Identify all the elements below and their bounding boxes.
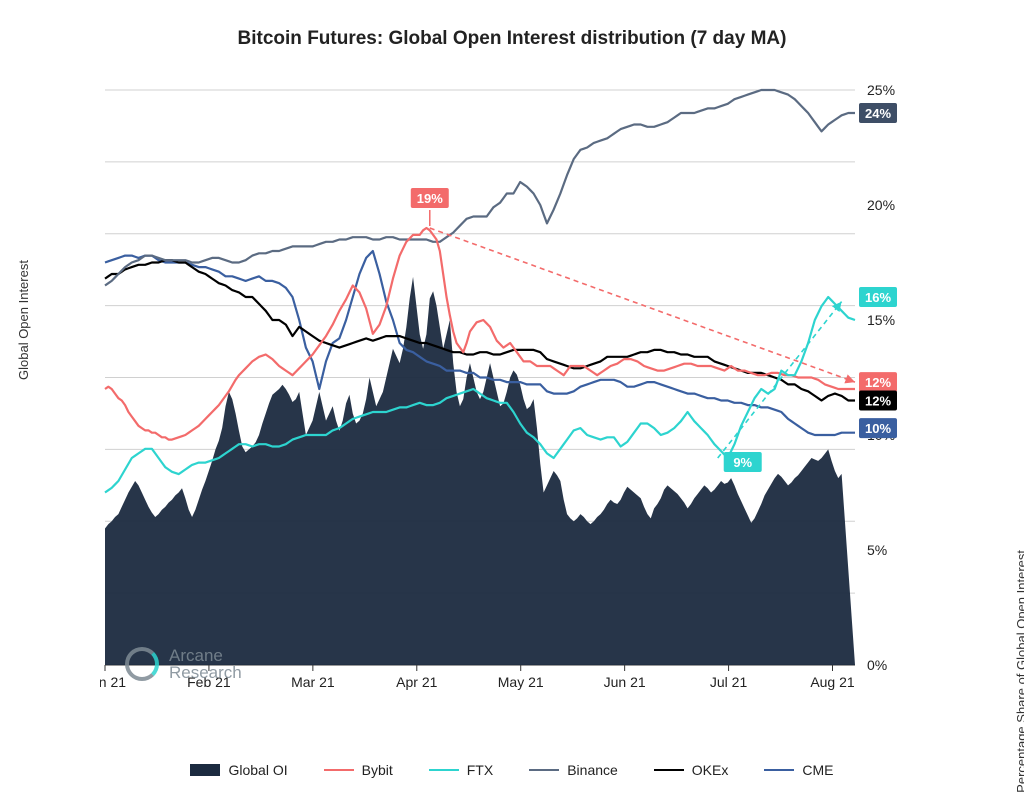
svg-text:9%: 9% [733,455,752,470]
svg-text:10%: 10% [865,421,891,436]
legend-item: FTX [429,762,493,778]
legend-swatch [190,764,220,776]
legend-item: OKEx [654,762,729,778]
svg-text:5%: 5% [867,542,887,558]
svg-text:May 21: May 21 [498,674,544,690]
svg-text:12%: 12% [865,394,891,409]
svg-text:Apr 21: Apr 21 [396,674,437,690]
legend-label: Bybit [362,762,393,778]
svg-text:19%: 19% [417,191,443,206]
svg-text:Jun 21: Jun 21 [604,674,646,690]
legend-item: Global OI [190,762,287,778]
legend-label: CME [802,762,833,778]
svg-text:16%: 16% [865,290,891,305]
svg-text:Jul 21: Jul 21 [710,674,748,690]
y1-axis-label: Global Open Interest [16,260,31,380]
chart-svg: $0bn$5bn$10bn$15bn$20bn$25bn$30bn$35bn$4… [100,85,920,700]
svg-text:24%: 24% [865,106,891,121]
chart-title: Bitcoin Futures: Global Open Interest di… [0,0,1024,50]
legend-swatch [764,769,794,771]
legend-swatch [529,769,559,771]
legend-item: Bybit [324,762,393,778]
legend-swatch [324,769,354,771]
svg-text:Jan 21: Jan 21 [100,674,126,690]
legend-label: Global OI [228,762,287,778]
legend: Global OI Bybit FTX Binance OKEx CME [0,762,1024,778]
legend-item: Binance [529,762,618,778]
watermark-line2: Research [169,664,242,681]
svg-text:20%: 20% [867,197,895,213]
legend-swatch [654,769,684,771]
svg-text:Mar 21: Mar 21 [291,674,335,690]
plot-area: $0bn$5bn$10bn$15bn$20bn$25bn$30bn$35bn$4… [100,85,920,700]
watermark-logo: Arcane Research [125,647,242,681]
watermark-line1: Arcane [169,647,242,664]
legend-label: FTX [467,762,493,778]
legend-item: CME [764,762,833,778]
legend-label: OKEx [692,762,729,778]
svg-text:12%: 12% [865,375,891,390]
svg-text:0%: 0% [867,657,887,673]
y2-axis-label: Percentage Share of Global Open Interest [1014,550,1024,793]
svg-text:15%: 15% [867,312,895,328]
svg-text:25%: 25% [867,85,895,98]
arcane-ring-icon [125,647,159,681]
svg-text:Aug 21: Aug 21 [810,674,855,690]
legend-label: Binance [567,762,618,778]
legend-swatch [429,769,459,771]
